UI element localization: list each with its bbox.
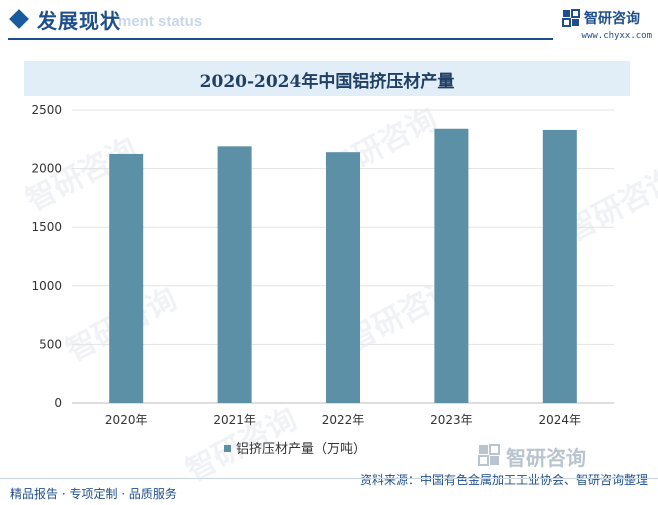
bars [109,128,577,403]
y-tick-label: 500 [39,337,62,351]
brand-name: 智研咨询 [584,11,640,27]
section-subtitle: ment status [118,13,203,30]
brand-logo: 智研咨询 www.chyxx.com [562,7,652,47]
x-axis: 2020年 2021年 2022年 2023年 2024年 [105,413,581,427]
legend: 铝挤压材产量（万吨） [224,442,366,457]
source-logo: 智研咨询 [478,442,648,470]
brand-mark-icon [562,9,580,27]
diamond-icon [9,9,29,29]
y-tick-label: 1000 [31,279,62,293]
chart-title: 2020-2024年中国铝挤压材产量 [199,72,455,92]
legend-label: 铝挤压材产量（万吨） [236,442,366,457]
source-logo-text: 智研咨询 [506,446,586,470]
x-tick-label: 2024年 [539,413,582,427]
header-divider [8,38,553,40]
y-tick-label: 1500 [31,220,62,234]
x-tick-label: 2022年 [322,413,365,427]
bar [542,129,577,403]
y-axis: 0 500 1000 1500 2000 2500 [31,103,62,410]
bar [326,152,360,403]
chart-title-band: 2020-2024年中国铝挤压材产量 [24,61,630,96]
brand-mark-icon [478,444,500,466]
bar-chart: 0 500 1000 1500 2000 2500 2020年 2021年 2022年 2023… [31,103,614,457]
bar [217,146,252,403]
bar [109,153,144,403]
y-tick-label: 2000 [31,162,62,176]
x-tick-label: 2020年 [105,413,148,427]
data-source: 资料来源：中国有色金属加工工业协会、智研咨询整理 [359,473,648,487]
x-tick-label: 2021年 [213,413,256,427]
footer-tagline: 精品报告 · 专项定制 · 品质服务 [10,487,177,501]
header: ment status 发展现状 智研咨询 www.chyxx.com [0,0,658,48]
section-title: 发展现状 [37,9,121,33]
y-tick-label: 2500 [31,103,62,117]
bar [434,128,469,403]
brand-url: www.chyxx.com [581,31,652,41]
legend-swatch [224,445,231,452]
y-tick-label: 0 [54,396,62,410]
x-tick-label: 2023年 [430,413,473,427]
footer-divider [0,478,658,479]
